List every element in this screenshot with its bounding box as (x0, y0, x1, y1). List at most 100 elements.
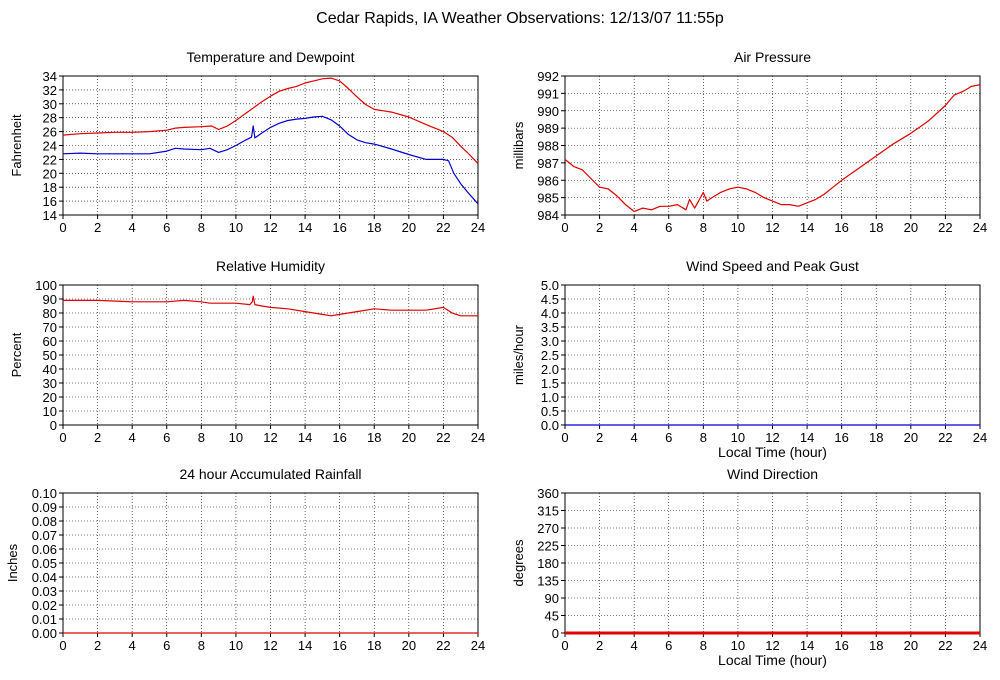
direction-xtick-label: 10 (731, 638, 745, 653)
humidity-ytick-label: 60 (43, 334, 57, 349)
humidity-ytick-label: 40 (43, 362, 57, 377)
direction-xtick-label: 12 (765, 638, 779, 653)
direction-xtick-label: 0 (561, 638, 568, 653)
pressure-xtick-label: 24 (973, 220, 987, 235)
wind-ytick-label: 1.0 (541, 390, 559, 405)
wind-xtick-label: 22 (938, 430, 952, 445)
temp-xtick-label: 16 (332, 220, 346, 235)
pressure-ytick-label: 987 (537, 156, 559, 171)
temp-ytick-label: 18 (43, 180, 57, 195)
direction-xtick-label: 4 (631, 638, 638, 653)
direction-xtick-label: 18 (869, 638, 883, 653)
temp-xtick-label: 10 (229, 220, 243, 235)
rain-ytick-label: 0.02 (32, 598, 57, 613)
pressure-ytick-label: 992 (537, 69, 559, 84)
temp-ytick-label: 24 (43, 139, 57, 154)
wind-title: Wind Speed and Peak Gust (686, 258, 859, 274)
humidity-xtick-label: 6 (163, 430, 170, 445)
rain-xtick-label: 22 (436, 638, 450, 653)
pressure-xtick-label: 12 (765, 220, 779, 235)
direction-ytick-label: 360 (537, 486, 559, 501)
temp-xtick-label: 12 (263, 220, 277, 235)
humidity-ytick-label: 70 (43, 320, 57, 335)
wind-xtick-label: 14 (800, 430, 814, 445)
wind-xtick-label: 8 (700, 430, 707, 445)
pressure-xtick-label: 18 (869, 220, 883, 235)
humidity-ytick-label: 20 (43, 390, 57, 405)
temp-ytick-label: 14 (43, 208, 57, 223)
pressure-xtick-label: 8 (700, 220, 707, 235)
rain-xtick-label: 14 (298, 638, 312, 653)
pressure-ytick-label: 990 (537, 104, 559, 119)
rain-ytick-label: 0.07 (32, 528, 57, 543)
wind-xtick-label: 18 (869, 430, 883, 445)
temp-xtick-label: 18 (367, 220, 381, 235)
direction-xtick-label: 6 (665, 638, 672, 653)
humidity-title: Relative Humidity (216, 258, 325, 274)
temp-ytick-label: 32 (43, 83, 57, 98)
direction-ytick-label: 315 (537, 504, 559, 519)
direction-xtick-label: 2 (596, 638, 603, 653)
pressure-xtick-label: 0 (561, 220, 568, 235)
temp-xtick-label: 24 (471, 220, 485, 235)
wind-xtick-label: 4 (631, 430, 638, 445)
humidity-xtick-label: 14 (298, 430, 312, 445)
pressure-ytick-label: 991 (537, 86, 559, 101)
rain-xtick-label: 2 (94, 638, 101, 653)
direction-ytick-label: 270 (537, 521, 559, 536)
rain-ytick-label: 0.03 (32, 584, 57, 599)
temp-xtick-label: 0 (59, 220, 66, 235)
rain-title: 24 hour Accumulated Rainfall (179, 466, 361, 482)
wind-ytick-label: 3.5 (541, 320, 559, 335)
wind-xtick-label: 0 (561, 430, 568, 445)
temp-ytick-label: 34 (43, 69, 57, 84)
wind-ytick-label: 1.5 (541, 376, 559, 391)
pressure-xtick-label: 14 (800, 220, 814, 235)
pressure-xtick-label: 2 (596, 220, 603, 235)
temp-title: Temperature and Dewpoint (186, 49, 354, 65)
wind-xtick-label: 6 (665, 430, 672, 445)
humidity-xtick-label: 10 (229, 430, 243, 445)
rain-ytick-label: 0.05 (32, 556, 57, 571)
rain-xtick-label: 10 (229, 638, 243, 653)
rain-xtick-label: 0 (59, 638, 66, 653)
temp-ytick-label: 30 (43, 97, 57, 112)
wind-ytick-label: 4.0 (541, 306, 559, 321)
direction-ytick-label: 225 (537, 539, 559, 554)
pressure-title: Air Pressure (734, 49, 811, 65)
pressure-xtick-label: 20 (904, 220, 918, 235)
wind-ytick-label: 4.5 (541, 292, 559, 307)
direction-ytick-label: 0 (552, 626, 559, 641)
direction-ylabel: degrees (511, 539, 526, 586)
humidity-ytick-label: 80 (43, 306, 57, 321)
humidity-xtick-label: 22 (436, 430, 450, 445)
humidity-ytick-label: 10 (43, 404, 57, 419)
rain-ytick-label: 0.04 (32, 570, 57, 585)
temp-series-1-line (62, 115, 479, 205)
wind-xtick-label: 2 (596, 430, 603, 445)
humidity-xtick-label: 12 (263, 430, 277, 445)
pressure-frame (564, 75, 981, 216)
pressure-ytick-label: 988 (537, 139, 559, 154)
pressure-ylabel: millibars (511, 121, 526, 169)
temp-xtick-label: 4 (129, 220, 136, 235)
wind-ytick-label: 5.0 (541, 278, 559, 293)
direction-ytick-label: 45 (545, 609, 559, 624)
wind-ytick-label: 0.0 (541, 418, 559, 433)
direction-xtick-label: 20 (904, 638, 918, 653)
rain-xtick-label: 12 (263, 638, 277, 653)
direction-xtick-label: 8 (700, 638, 707, 653)
humidity-ytick-label: 100 (35, 278, 57, 293)
rain-ytick-label: 0.00 (32, 626, 57, 641)
humidity-ytick-label: 90 (43, 292, 57, 307)
wind-ytick-label: 2.0 (541, 362, 559, 377)
wind-ytick-label: 3.0 (541, 334, 559, 349)
temp-ylabel: Fahrenheit (9, 114, 24, 177)
humidity-ytick-label: 0 (50, 418, 57, 433)
pressure-ytick-label: 986 (537, 173, 559, 188)
pressure-ytick-label: 984 (537, 208, 559, 223)
humidity-ytick-label: 30 (43, 376, 57, 391)
